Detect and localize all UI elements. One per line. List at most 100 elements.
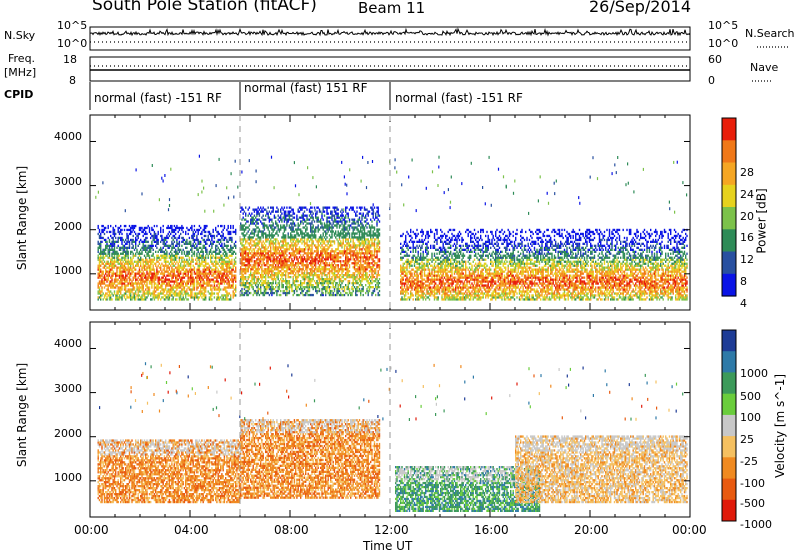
power-cell <box>198 240 201 243</box>
power-cell <box>106 296 108 299</box>
power-cell <box>226 246 228 249</box>
power-cell <box>198 256 201 259</box>
power-cell <box>253 240 256 243</box>
power-cell <box>301 268 303 271</box>
power-cell <box>308 284 311 287</box>
power-cell <box>240 240 242 243</box>
power-cell <box>306 289 308 293</box>
power-cell <box>271 291 273 295</box>
power-cell <box>270 286 272 289</box>
power-cell <box>128 296 131 299</box>
power-cell <box>151 244 153 247</box>
power-cell <box>308 246 311 249</box>
power-cell <box>218 286 221 289</box>
power-cell <box>360 230 362 233</box>
power-cell <box>287 286 289 289</box>
power-cell <box>177 264 179 267</box>
power-cell <box>347 284 349 287</box>
power-cell <box>360 293 362 297</box>
power-cell <box>180 280 182 283</box>
power-cell <box>315 254 317 257</box>
power-cell <box>102 276 104 279</box>
power-cell <box>143 298 146 301</box>
power-cell <box>148 264 151 267</box>
power-cell <box>153 282 156 285</box>
power-cell <box>100 252 102 255</box>
power-cell <box>288 264 291 267</box>
power-cell <box>136 288 138 291</box>
power-cell <box>231 240 233 243</box>
power-cell <box>231 272 233 275</box>
power-cell <box>227 230 229 234</box>
power-cell <box>302 278 304 281</box>
power-cell <box>300 220 302 223</box>
power-cell <box>222 252 224 255</box>
power-cell <box>258 258 261 261</box>
power-cell <box>356 228 358 231</box>
power-cell <box>118 276 121 279</box>
power-cell <box>147 262 149 265</box>
power-cell <box>341 293 343 297</box>
power-cell <box>327 254 329 257</box>
power-cell <box>225 254 227 257</box>
power-cell <box>131 262 133 265</box>
power-cell <box>223 242 226 245</box>
power-cell <box>202 238 204 242</box>
power-cell <box>155 274 157 277</box>
power-cell <box>151 272 153 275</box>
power-cell <box>107 278 109 281</box>
power-cell <box>262 250 264 253</box>
power-cell <box>351 234 353 237</box>
power-cell <box>292 278 294 281</box>
power-cell <box>178 250 181 253</box>
power-cell <box>205 250 207 253</box>
power-cell <box>222 234 224 238</box>
power-cell <box>100 248 102 251</box>
power-cell <box>167 288 169 291</box>
power-cell <box>323 282 326 285</box>
power-cell <box>187 282 189 285</box>
power-cell <box>150 298 152 301</box>
power-cell <box>212 264 214 267</box>
power-cell <box>267 280 269 283</box>
power-cell <box>113 280 116 283</box>
power-cell <box>167 298 169 301</box>
power-cell <box>331 278 333 281</box>
power-cell <box>328 226 331 229</box>
power-cell <box>97 224 99 228</box>
power-cell <box>202 274 204 277</box>
power-cell <box>126 296 128 299</box>
power-cell <box>315 289 317 293</box>
power-cell <box>110 234 112 238</box>
power-cell <box>323 236 326 239</box>
power-cell <box>315 250 317 253</box>
power-cell <box>298 252 301 255</box>
power-cell <box>198 290 201 293</box>
power-cell <box>162 256 164 259</box>
power-cell <box>341 272 343 275</box>
power-cell <box>287 264 289 267</box>
power-cell <box>123 292 126 295</box>
power-cell <box>323 248 326 251</box>
power-cell <box>241 258 243 261</box>
power-cell <box>267 228 269 231</box>
power-cell <box>288 236 291 239</box>
power-cell <box>256 242 258 245</box>
power-cell <box>315 234 317 237</box>
power-cell <box>285 212 287 215</box>
power-cell <box>155 250 157 253</box>
power-cell <box>176 254 178 257</box>
power-cell <box>168 282 171 285</box>
power-cell <box>298 234 301 237</box>
power-cell <box>341 287 343 291</box>
power-cell <box>217 240 219 243</box>
power-cell <box>335 282 337 285</box>
power-cell <box>113 258 116 261</box>
power-cell <box>330 236 332 239</box>
power-cell <box>128 246 131 249</box>
power-cell <box>225 298 227 301</box>
power-cell <box>216 244 218 247</box>
power-cell <box>223 250 226 253</box>
power-cell <box>243 230 246 233</box>
power-cell <box>265 246 267 249</box>
